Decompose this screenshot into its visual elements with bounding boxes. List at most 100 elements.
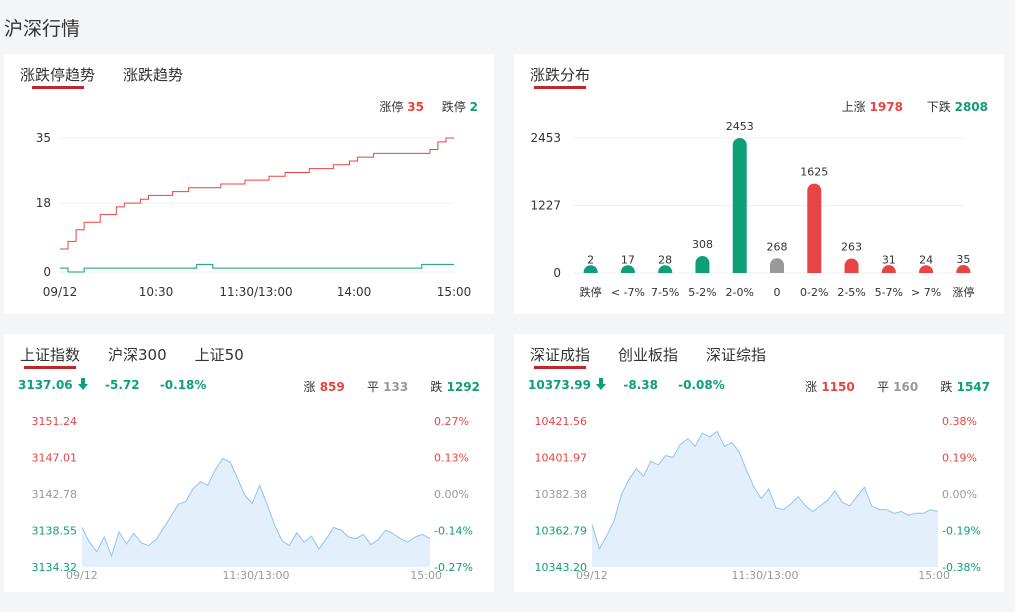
bar-value-label: 31 — [882, 253, 896, 266]
sh-index-change-pct: -0.18% — [159, 378, 207, 392]
y-tick-label: 10382.38 — [535, 488, 588, 501]
category-label: 涨停 — [952, 285, 974, 299]
sh-down-count: 1292 — [446, 380, 480, 394]
sh-flat-label: 平 — [366, 380, 379, 394]
bar-value-label: 24 — [919, 254, 933, 267]
tab-chinext[interactable]: 创业板指 — [618, 346, 679, 364]
pct-tick-label: -0.19% — [942, 525, 981, 538]
sz-up-count: 1150 — [821, 380, 855, 394]
sh-index-tabs: 上证指数 沪深300 上证50 — [20, 334, 272, 374]
index-line — [81, 457, 431, 558]
x-tick-label: 11:30/13:00 — [219, 285, 292, 299]
x-tick-label: 11:30/13:00 — [731, 569, 798, 582]
pct-tick-label: -0.38% — [942, 561, 981, 574]
sz-down-count: 1547 — [956, 380, 990, 394]
category-label: 5-2% — [688, 286, 716, 299]
page-title: 沪深行情 — [4, 18, 81, 40]
pct-tick-label: 0.19% — [942, 452, 977, 465]
limit-down-line — [60, 263, 454, 273]
pct-tick-label: -0.14% — [434, 525, 473, 538]
y-tick-label: 0 — [43, 265, 51, 279]
arrow-down-icon — [77, 378, 93, 392]
sh-index-price: 3137.06 — [18, 378, 73, 392]
pct-tick-label: 0.00% — [942, 488, 977, 501]
sz-index-change: -8.38 — [623, 378, 658, 392]
y-tick-label: 35 — [36, 131, 51, 145]
limit-up-line — [60, 137, 454, 250]
x-tick-label: 15:00 — [918, 569, 950, 582]
x-tick-label: 15:00 — [410, 569, 442, 582]
bar-value-label: 17 — [621, 254, 635, 267]
tab-csi300[interactable]: 沪深300 — [108, 346, 167, 364]
bar — [919, 265, 934, 273]
pct-tick-label: 0.38% — [942, 415, 977, 428]
sz-index-tabs: 深证成指 创业板指 深证综指 — [530, 334, 794, 374]
sh-index-change: -5.72 — [105, 378, 140, 392]
tab-sse50[interactable]: 上证50 — [194, 346, 244, 364]
pct-tick-label: 0.27% — [434, 415, 469, 428]
bar — [695, 256, 710, 273]
y-tick-label: 10401.97 — [535, 452, 588, 465]
x-tick-label: 10:30 — [139, 285, 174, 299]
x-tick-label: 14:00 — [337, 285, 372, 299]
bar — [732, 138, 747, 273]
index-line — [591, 430, 939, 550]
bar-value-label: 2 — [587, 254, 594, 267]
limit-trend-chart: 35 18 0 09/12 10:30 11:30/13:00 14:00 15:00 — [36, 131, 472, 299]
y-tick-label: 10343.20 — [535, 561, 588, 574]
bar — [770, 258, 784, 273]
category-label: 跌停 — [580, 285, 602, 299]
x-tick-label: 11:30/13:00 — [222, 569, 289, 582]
tab-szse-composite[interactable]: 深证综指 — [706, 346, 767, 364]
decline-value: 2808 — [954, 100, 988, 114]
limit-trend-tabs: 涨跌停趋势 涨跌趋势 — [20, 54, 211, 94]
tab-limit-trend[interactable]: 涨跌停趋势 — [20, 54, 95, 94]
index-area — [82, 458, 430, 567]
category-label: 2-0% — [726, 286, 754, 299]
sz-index-change-pct: -0.08% — [678, 378, 725, 392]
distribution-tabs: 涨跌分布 — [530, 54, 618, 94]
tab-distribution[interactable]: 涨跌分布 — [530, 54, 590, 94]
tab-sse-composite[interactable]: 上证指数 — [20, 334, 80, 374]
bar — [844, 258, 859, 273]
bar-value-label: 28 — [658, 253, 672, 266]
advance-label: 上涨 — [841, 100, 866, 114]
sz-flat-label: 平 — [876, 380, 889, 394]
sh-flat-count: 133 — [383, 380, 409, 394]
limit-down-value: 2 — [469, 100, 478, 114]
y-tick-label: 10421.56 — [535, 415, 588, 428]
arrow-down-icon — [595, 378, 611, 392]
category-label: 0 — [774, 286, 781, 299]
bar — [881, 265, 896, 273]
bar-value-label: 2453 — [726, 120, 754, 133]
sz-index-price: 10373.99 — [528, 378, 592, 392]
bar-value-label: 263 — [841, 241, 862, 254]
y-tick-label: 2453 — [530, 131, 561, 145]
distribution-card: 涨跌分布 上涨 1978 下跌 2808 2453 1227 0 2 跌停 17 < -7%… — [514, 54, 1004, 314]
x-tick-label: 15:00 — [437, 285, 472, 299]
limit-trend-legend: 涨停 35 跌停 2 — [379, 98, 478, 115]
y-tick-label: 3151.24 — [32, 415, 78, 428]
sh-up-label: 涨 — [303, 380, 316, 394]
category-label: 0-2% — [800, 286, 828, 299]
y-tick-label: 3138.55 — [32, 525, 78, 538]
sz-index-chart: 10421.56 0.38% 10401.97 0.19% 10382.38 0.00% 1… — [535, 415, 981, 582]
limit-up-value: 35 — [407, 100, 424, 114]
index-area — [592, 431, 938, 567]
decline-label: 下跌 — [926, 100, 951, 114]
distribution-chart: 2453 1227 0 2 跌停 17 < -7% 28 7-5% 308 5-2% 2453 2-0%… — [530, 120, 974, 299]
sz-index-summary: 10373.99 -8.38 -0.08% 涨 1150 平 160 跌 154… — [528, 378, 990, 395]
bar-value-label: 1625 — [800, 166, 828, 179]
category-label: 2-5% — [837, 286, 865, 299]
y-tick-label: 10362.79 — [535, 525, 588, 538]
y-tick-label: 3134.32 — [32, 561, 78, 574]
sz-down-label: 跌 — [940, 380, 953, 394]
x-tick-label: 09/12 — [576, 569, 608, 582]
y-tick-label: 1227 — [530, 198, 561, 212]
y-tick-label: 3142.78 — [32, 488, 78, 501]
tab-szse-component[interactable]: 深证成指 — [530, 334, 590, 374]
limit-trend-card: 涨跌停趋势 涨跌趋势 涨停 35 跌停 2 35 18 0 09/12 10:30 11:… — [4, 54, 494, 314]
y-tick-label: 3147.01 — [32, 452, 78, 465]
bar-value-label: 35 — [956, 253, 970, 266]
tab-up-down-trend[interactable]: 涨跌趋势 — [123, 66, 184, 84]
